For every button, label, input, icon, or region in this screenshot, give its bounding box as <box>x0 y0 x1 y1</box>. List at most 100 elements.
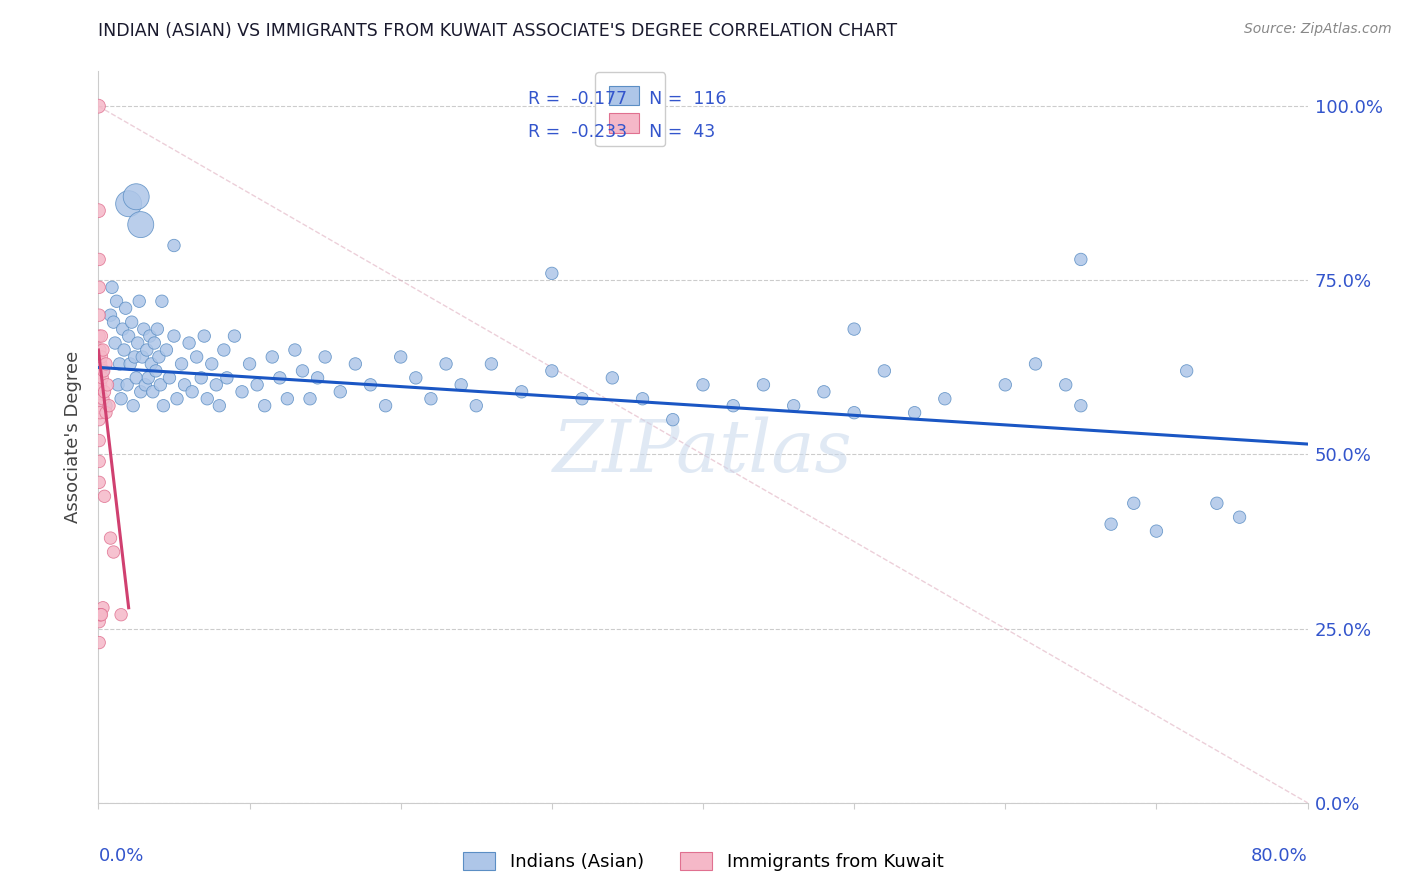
Point <box>90 350 112 364</box>
Point <box>100 308 122 322</box>
Point <box>94 399 117 413</box>
Point <box>89 371 111 385</box>
Point <box>139 329 162 343</box>
Point <box>128 294 150 309</box>
Point <box>120 357 142 371</box>
Point <box>262 350 284 364</box>
Point <box>135 343 157 357</box>
Point <box>145 364 167 378</box>
Point <box>662 412 685 426</box>
Point <box>360 377 382 392</box>
Point <box>93 384 115 399</box>
Point <box>163 329 186 343</box>
Point <box>94 406 117 420</box>
Point <box>111 322 134 336</box>
Text: 0.0%: 0.0% <box>98 847 143 864</box>
Point <box>181 384 204 399</box>
Point <box>291 364 314 378</box>
Point <box>420 392 443 406</box>
Point <box>541 266 564 280</box>
Point <box>269 371 291 385</box>
Point <box>107 377 129 392</box>
Point <box>246 377 269 392</box>
Point <box>125 190 148 204</box>
Point <box>89 406 111 420</box>
Point <box>89 343 111 357</box>
Point <box>904 406 927 420</box>
Point <box>110 392 132 406</box>
Point <box>89 434 111 448</box>
Point <box>224 329 246 343</box>
Point <box>314 350 336 364</box>
Point <box>89 399 111 413</box>
Point <box>93 489 115 503</box>
Point <box>89 607 111 622</box>
Point <box>129 218 152 232</box>
Point <box>142 384 165 399</box>
Point <box>91 392 114 406</box>
Point <box>212 343 235 357</box>
Point <box>844 406 866 420</box>
Text: Source: ZipAtlas.com: Source: ZipAtlas.com <box>1244 22 1392 37</box>
Point <box>91 371 114 385</box>
Point <box>103 315 125 329</box>
Point <box>152 399 174 413</box>
Point <box>1122 496 1144 510</box>
Point <box>89 412 111 426</box>
Point <box>1175 364 1198 378</box>
Point <box>89 252 111 267</box>
Point <box>208 399 231 413</box>
Point <box>541 364 564 378</box>
Point <box>91 343 114 357</box>
Point <box>329 384 352 399</box>
Point <box>195 392 218 406</box>
Point <box>1024 357 1046 371</box>
Point <box>201 357 224 371</box>
Point <box>125 371 148 385</box>
Point <box>91 600 114 615</box>
Point <box>783 399 806 413</box>
Point <box>112 343 135 357</box>
Point <box>122 399 145 413</box>
Point <box>813 384 835 399</box>
Point <box>602 371 624 385</box>
Point <box>173 377 195 392</box>
Point <box>131 350 153 364</box>
Point <box>159 371 181 385</box>
Point <box>149 377 172 392</box>
Point <box>89 329 111 343</box>
Point <box>89 280 111 294</box>
Point <box>284 343 307 357</box>
Point <box>752 377 775 392</box>
Text: R =  -0.233    N =  43: R = -0.233 N = 43 <box>527 122 714 141</box>
Point <box>90 329 112 343</box>
Point <box>96 377 118 392</box>
Point <box>205 377 228 392</box>
Point <box>1206 496 1229 510</box>
Point <box>844 322 866 336</box>
Point <box>1099 517 1122 532</box>
Point <box>90 607 112 622</box>
Text: ZIPatlas: ZIPatlas <box>553 417 853 487</box>
Point <box>1229 510 1251 524</box>
Point <box>405 371 427 385</box>
Point <box>389 350 412 364</box>
Point <box>166 392 188 406</box>
Point <box>89 454 111 468</box>
Point <box>465 399 488 413</box>
Point <box>1146 524 1168 538</box>
Point <box>127 336 149 351</box>
Point <box>89 350 111 364</box>
Point <box>994 377 1017 392</box>
Point <box>1054 377 1077 392</box>
Point <box>510 384 533 399</box>
Point <box>110 607 132 622</box>
Point <box>239 357 262 371</box>
Point <box>100 531 122 545</box>
Point <box>89 392 111 406</box>
Point <box>87 99 110 113</box>
Point <box>344 357 367 371</box>
Point <box>186 350 208 364</box>
Point <box>105 294 128 309</box>
Point <box>231 384 253 399</box>
